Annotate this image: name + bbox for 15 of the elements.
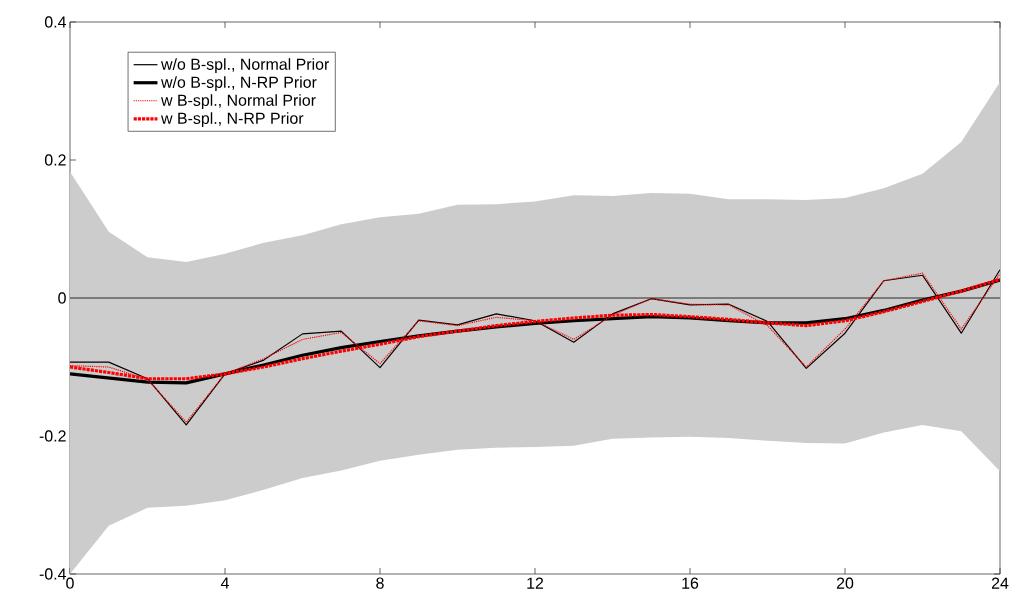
x-tick-label: 4 — [220, 577, 229, 589]
x-tick-label: 20 — [836, 577, 854, 589]
x-tick-label: 12 — [527, 577, 544, 589]
y-tick-label: -0.2 — [39, 430, 66, 442]
x-tick-label: 8 — [376, 577, 384, 589]
y-tick-label: 0.2 — [44, 154, 66, 166]
x-tick-label: 24 — [991, 577, 1009, 589]
y-tick-label: 0.4 — [44, 16, 67, 28]
legend-label: w B-spl., Normal Prior — [161, 94, 316, 110]
x-tick-label: 16 — [682, 577, 699, 589]
y-tick-label: 0 — [58, 292, 66, 304]
legend-label: w B-spl., N-RP Prior — [161, 112, 304, 128]
legend-label: w/o B-spl., Normal Prior — [161, 58, 330, 74]
legend-label: w/o B-spl., N-RP Prior — [161, 76, 317, 92]
y-tick-label: -0.4 — [39, 568, 67, 580]
